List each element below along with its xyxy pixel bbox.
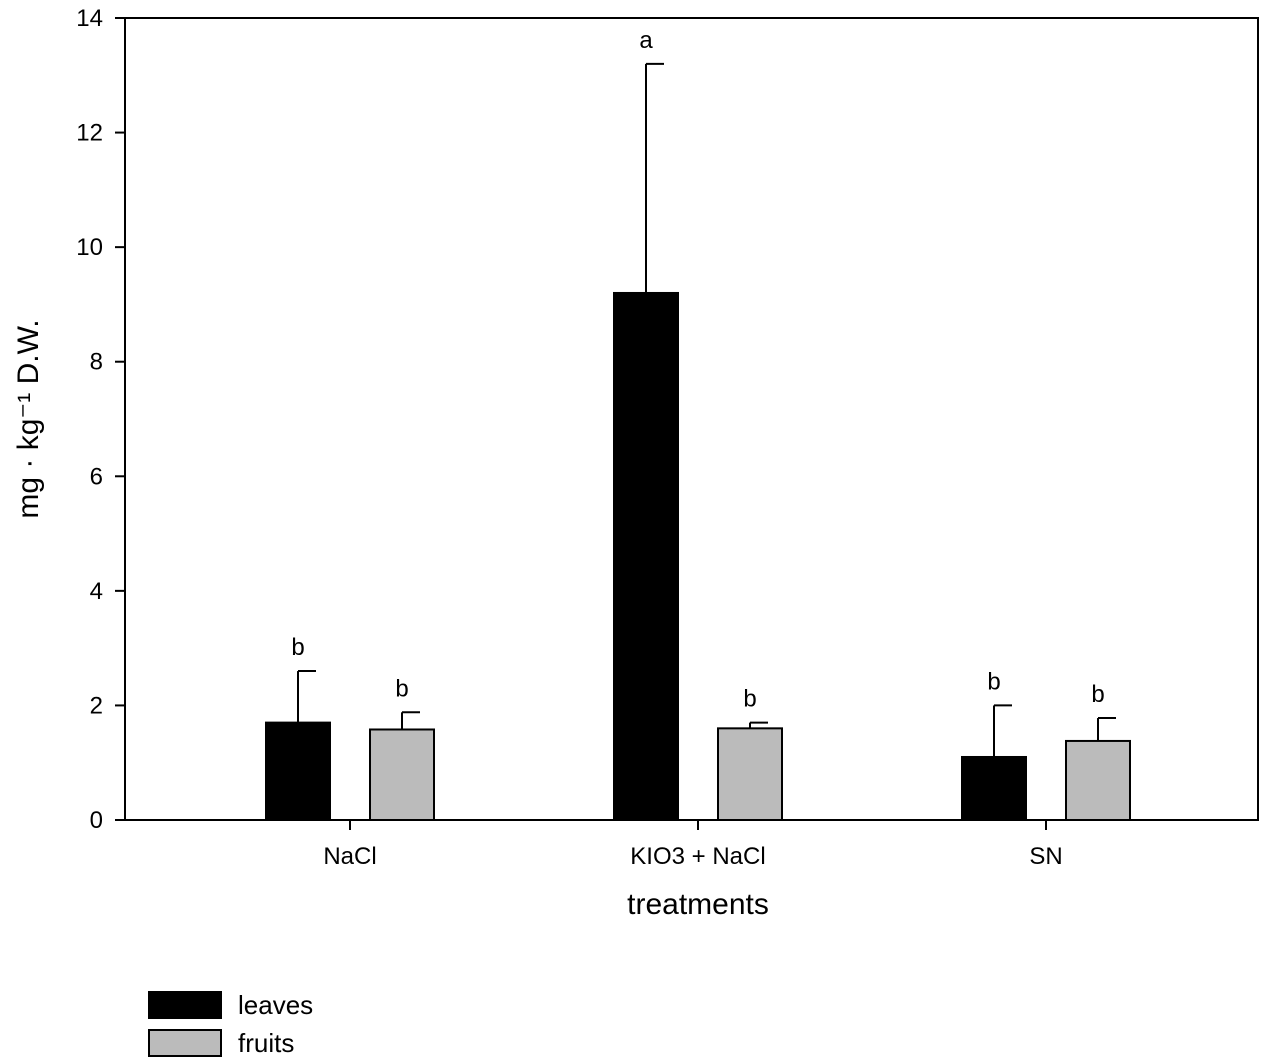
bar-leaves	[265, 721, 331, 821]
y-tick-label: 0	[90, 807, 103, 834]
y-tick-label: 8	[90, 349, 103, 376]
bar-fruits	[717, 727, 783, 821]
y-tick-label: 2	[90, 692, 103, 719]
significance-label: b	[743, 686, 756, 713]
significance-label: b	[291, 634, 304, 661]
x-tick-label: NaCl	[323, 843, 376, 870]
y-tick-label: 4	[90, 578, 103, 605]
legend: leaves fruits	[148, 990, 313, 1058]
bar-fruits	[1065, 739, 1131, 822]
y-tick-label: 6	[90, 463, 103, 490]
bar-leaves	[613, 291, 679, 821]
plot-frame	[124, 17, 1259, 821]
y-axis-title: mg · kg⁻¹ D.W.	[12, 319, 45, 518]
legend-label-leaves: leaves	[238, 990, 313, 1020]
y-tick-label: 10	[76, 234, 103, 261]
x-tick-label: SN	[1029, 843, 1062, 870]
legend-swatch-fruits	[148, 1029, 222, 1057]
significance-label: b	[987, 668, 1000, 695]
bar-fruits	[369, 728, 435, 822]
x-axis-title: treatments	[627, 888, 769, 921]
x-tick-label: KIO3 + NaCl	[630, 843, 765, 870]
legend-swatch-leaves	[148, 991, 222, 1019]
y-tick-label: 14	[76, 5, 103, 32]
legend-label-fruits: fruits	[238, 1028, 294, 1058]
y-tick-label: 12	[76, 120, 103, 147]
significance-label: b	[1091, 681, 1104, 708]
significance-label: b	[395, 675, 408, 702]
significance-label: a	[639, 27, 653, 54]
bar-leaves	[961, 755, 1027, 822]
